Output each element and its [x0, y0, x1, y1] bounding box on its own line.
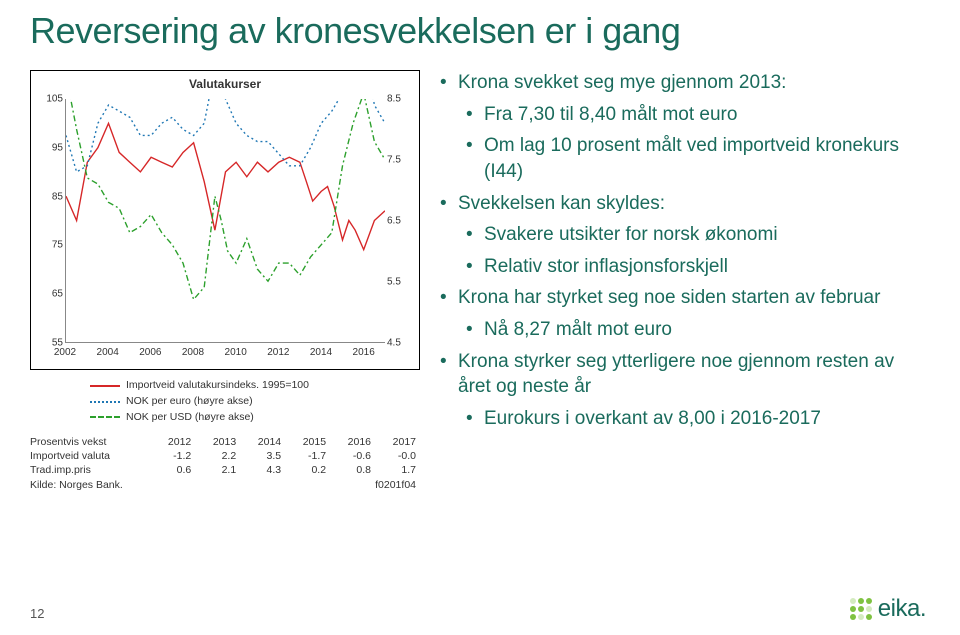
table-cell: -1.7 — [285, 449, 330, 463]
y-left-axis: 1059585756555 — [33, 99, 63, 343]
chart-title: Valutakurser — [31, 77, 419, 91]
bullet-sub: Eurokurs i overkant av 8,00 i 2016-2017 — [466, 406, 930, 432]
table-cell: -1.2 — [150, 449, 195, 463]
table-header-cell: Prosentvis vekst — [30, 435, 150, 449]
source-label: Kilde: Norges Bank. — [30, 477, 240, 492]
table-cell: 3.5 — [240, 449, 285, 463]
bullet-sub: Svakere utsikter for norsk økonomi — [466, 222, 930, 248]
table-cell: -0.6 — [330, 449, 375, 463]
legend-item: NOK per USD (høyre akse) — [30, 410, 420, 426]
bullet: Svekkelsen kan skyldes: — [440, 191, 930, 217]
x-tick: 2016 — [353, 347, 375, 358]
table-header-cell: 2014 — [240, 435, 285, 449]
x-tick: 2006 — [139, 347, 161, 358]
table-cell: 0.6 — [150, 463, 195, 477]
table-cell: 4.3 — [240, 463, 285, 477]
bullet: Krona svekket seg mye gjennom 2013: — [440, 70, 930, 96]
plot-area — [65, 99, 385, 343]
logo-text: eika. — [878, 595, 926, 623]
logo-icon — [850, 598, 872, 620]
table-cell: 0.8 — [330, 463, 375, 477]
legend-label: NOK per euro (høyre akse) — [126, 394, 253, 410]
series-line — [66, 123, 385, 249]
legend-swatch — [90, 416, 120, 418]
series-line — [66, 99, 385, 172]
table-row: Importveid valuta-1.22.23.5-1.7-0.6-0.0 — [30, 449, 420, 463]
bullet-sub: Nå 8,27 målt mot euro — [466, 317, 930, 343]
bullet-sub: Fra 7,30 til 8,40 målt mot euro — [466, 102, 930, 128]
table-cell: 2.1 — [195, 463, 240, 477]
bullet: Krona styrker seg ytterligere noe gjenno… — [440, 349, 930, 400]
page-number: 12 — [30, 606, 44, 621]
data-table: Prosentvis vekst201220132014201520162017… — [30, 435, 420, 492]
logo: eika. — [850, 595, 926, 623]
legend-swatch — [90, 385, 120, 387]
y-left-tick: 75 — [52, 240, 63, 251]
table-header-cell: 2017 — [375, 435, 420, 449]
x-axis: 20022004200620082010201220142016 — [65, 347, 385, 361]
table-header-cell: 2016 — [330, 435, 375, 449]
y-left-tick: 65 — [52, 289, 63, 300]
y-left-tick: 85 — [52, 191, 63, 202]
table-cell: -0.0 — [375, 449, 420, 463]
series-line — [66, 99, 385, 299]
slide-title: Reversering av kronesvekkelsen er i gang — [30, 10, 930, 52]
legend: Importveid valutakursindeks. 1995=100NOK… — [30, 378, 420, 425]
y-right-tick: 8.5 — [387, 94, 401, 105]
y-right-tick: 6.5 — [387, 216, 401, 227]
x-tick: 2004 — [97, 347, 119, 358]
y-right-axis: 8.57.56.55.54.5 — [387, 99, 417, 343]
x-tick: 2014 — [310, 347, 332, 358]
x-tick: 2010 — [225, 347, 247, 358]
chart-column: Valutakurser 1059585756555 8.57.56.55.54… — [30, 70, 420, 492]
table-cell: Importveid valuta — [30, 449, 150, 463]
legend-item: Importveid valutakursindeks. 1995=100 — [30, 378, 420, 394]
y-right-tick: 5.5 — [387, 277, 401, 288]
y-right-tick: 4.5 — [387, 338, 401, 349]
bullet: Krona har styrket seg noe siden starten … — [440, 285, 930, 311]
y-right-tick: 7.5 — [387, 155, 401, 166]
table-cell: Trad.imp.pris — [30, 463, 150, 477]
table-header-cell: 2012 — [150, 435, 195, 449]
legend-label: Importveid valutakursindeks. 1995=100 — [126, 378, 309, 394]
chart-box: Valutakurser 1059585756555 8.57.56.55.54… — [30, 70, 420, 370]
source-code: f0201f04 — [240, 477, 420, 492]
table-cell: 2.2 — [195, 449, 240, 463]
table-row: Trad.imp.pris0.62.14.30.20.81.7 — [30, 463, 420, 477]
table-header-cell: 2013 — [195, 435, 240, 449]
table-cell: 0.2 — [285, 463, 330, 477]
legend-item: NOK per euro (høyre akse) — [30, 394, 420, 410]
legend-swatch — [90, 401, 120, 403]
legend-label: NOK per USD (høyre akse) — [126, 410, 254, 426]
bullet-sub: Om lag 10 prosent målt ved importveid kr… — [466, 133, 930, 184]
table-header-cell: 2015 — [285, 435, 330, 449]
bullet-list: Krona svekket seg mye gjennom 2013: Fra 7… — [440, 70, 930, 432]
bullet-column: Krona svekket seg mye gjennom 2013: Fra 7… — [440, 70, 930, 492]
y-left-tick: 95 — [52, 142, 63, 153]
bullet-sub: Relativ stor inflasjonsforskjell — [466, 254, 930, 280]
x-tick: 2012 — [267, 347, 289, 358]
table-cell: 1.7 — [375, 463, 420, 477]
x-tick: 2008 — [182, 347, 204, 358]
y-left-tick: 105 — [46, 94, 63, 105]
x-tick: 2002 — [54, 347, 76, 358]
